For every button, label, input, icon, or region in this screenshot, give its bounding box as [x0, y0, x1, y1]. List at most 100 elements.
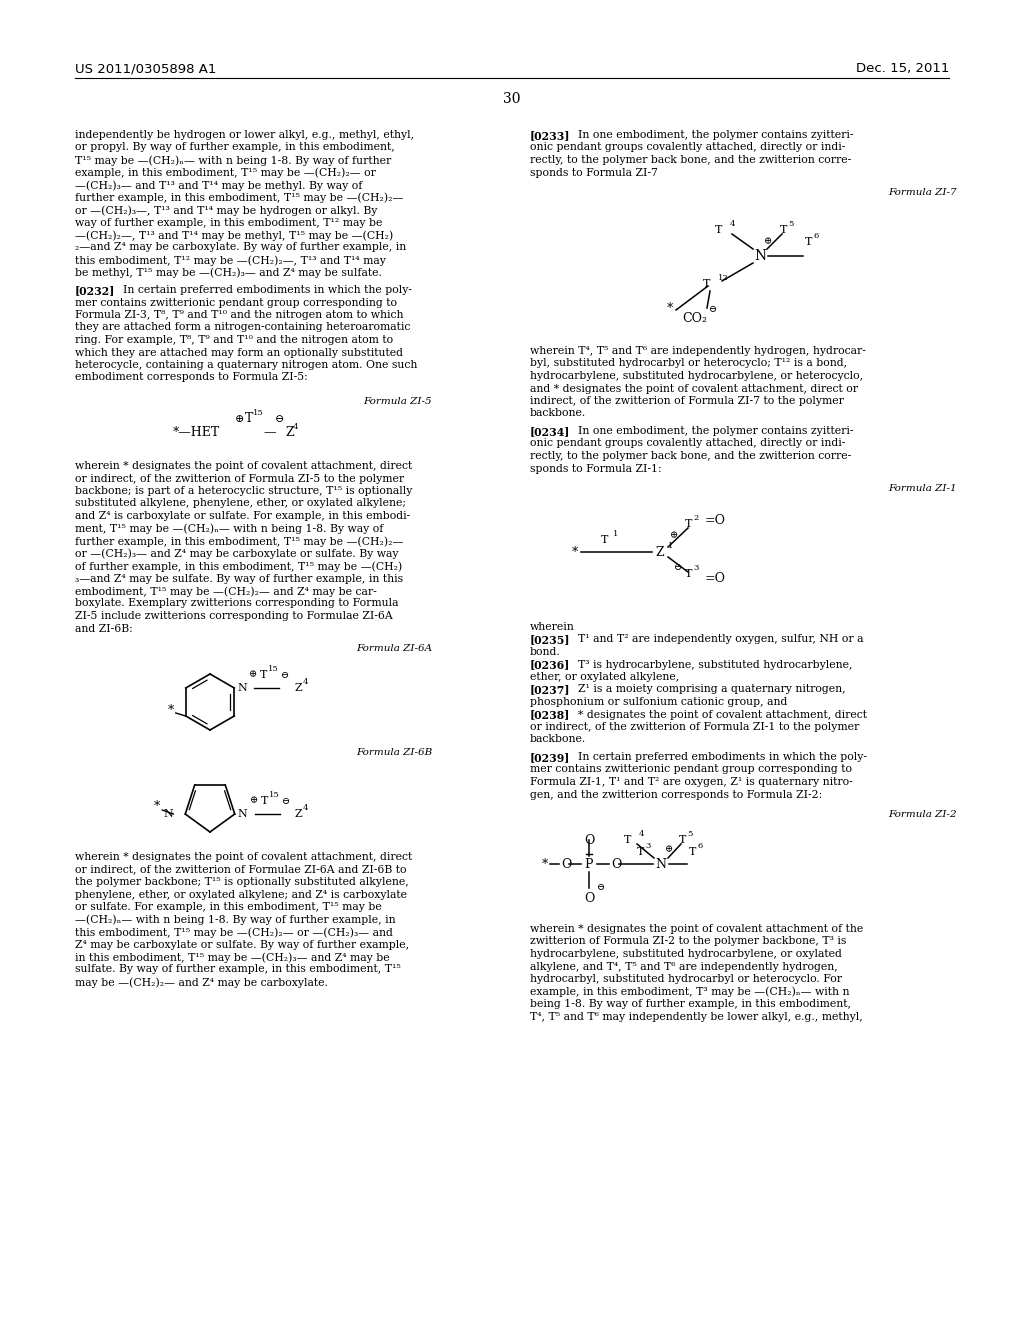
Text: heterocycle, containing a quaternary nitrogen atom. One such: heterocycle, containing a quaternary nit… [75, 360, 418, 370]
Text: they are attached form a nitrogen-containing heteroaromatic: they are attached form a nitrogen-contai… [75, 322, 411, 333]
Text: example, in this embodiment, T¹⁵ may be —(CH₂)₂— or: example, in this embodiment, T¹⁵ may be … [75, 168, 376, 178]
Text: ment, T¹⁵ may be —(CH₂)ₙ— with n being 1-8. By way of: ment, T¹⁵ may be —(CH₂)ₙ— with n being 1… [75, 524, 383, 535]
Text: In one embodiment, the polymer contains zyitteri-: In one embodiment, the polymer contains … [578, 129, 853, 140]
Text: O: O [561, 858, 571, 870]
Text: way of further example, in this embodiment, T¹² may be: way of further example, in this embodime… [75, 218, 382, 227]
Text: ⊖: ⊖ [282, 796, 290, 805]
Text: Z: Z [655, 545, 665, 558]
Text: —(CH₂)ₙ— with n being 1-8. By way of further example, in: —(CH₂)ₙ— with n being 1-8. By way of fur… [75, 915, 395, 925]
Text: wherein * designates the point of covalent attachment of the: wherein * designates the point of covale… [530, 924, 863, 935]
Text: T: T [245, 412, 253, 425]
Text: ⊖: ⊖ [282, 671, 290, 680]
Text: 30: 30 [503, 92, 521, 106]
Text: [0239]: [0239] [530, 752, 570, 763]
Text: O: O [584, 892, 594, 906]
Text: or indirect, of the zwitterion of Formula ZI-5 to the polymer: or indirect, of the zwitterion of Formul… [75, 474, 404, 483]
Text: ZI-5 include zwitterions corresponding to Formulae ZI-6A: ZI-5 include zwitterions corresponding t… [75, 611, 393, 620]
Text: bond.: bond. [530, 647, 561, 657]
Text: CO₂: CO₂ [683, 312, 708, 325]
Text: backbone.: backbone. [530, 408, 587, 418]
Text: 4: 4 [639, 830, 644, 838]
Text: sponds to Formula ZI-1:: sponds to Formula ZI-1: [530, 463, 662, 474]
Text: N: N [754, 249, 766, 263]
Text: Z⁴ may be carboxylate or sulfate. By way of further example,: Z⁴ may be carboxylate or sulfate. By way… [75, 940, 410, 949]
Text: T¹⁵ may be —(CH₂)ₙ— with n being 1-8. By way of further: T¹⁵ may be —(CH₂)ₙ— with n being 1-8. By… [75, 154, 391, 165]
Text: wherein * designates the point of covalent attachment, direct: wherein * designates the point of covale… [75, 461, 413, 471]
Text: phosphonium or sulfonium cationic group, and: phosphonium or sulfonium cationic group,… [530, 697, 787, 708]
Text: 1: 1 [668, 543, 674, 550]
Text: this embodiment, T¹⁵ may be —(CH₂)₂— or —(CH₂)₃— and: this embodiment, T¹⁵ may be —(CH₂)₂— or … [75, 927, 393, 937]
Text: alkylene, and T⁴, T⁵ and T⁶ are independently hydrogen,: alkylene, and T⁴, T⁵ and T⁶ are independ… [530, 961, 838, 972]
Text: mer contains zwitterionic pendant group corresponding to: mer contains zwitterionic pendant group … [75, 297, 397, 308]
Text: which they are attached may form an optionally substituted: which they are attached may form an opti… [75, 347, 403, 358]
Text: US 2011/0305898 A1: US 2011/0305898 A1 [75, 62, 216, 75]
Text: Formula ZI-7: Formula ZI-7 [889, 187, 957, 197]
Text: wherein T⁴, T⁵ and T⁶ are independently hydrogen, hydrocar-: wherein T⁴, T⁵ and T⁶ are independently … [530, 346, 866, 356]
Text: [0236]: [0236] [530, 660, 570, 671]
Text: In one embodiment, the polymer contains zyitteri-: In one embodiment, the polymer contains … [578, 426, 853, 436]
Text: ⊖: ⊖ [674, 564, 682, 573]
Text: 15: 15 [253, 409, 264, 417]
Text: mer contains zwitterionic pendant group corresponding to: mer contains zwitterionic pendant group … [530, 764, 852, 775]
Text: ₂—and Z⁴ may be carboxylate. By way of further example, in: ₂—and Z⁴ may be carboxylate. By way of f… [75, 243, 407, 252]
Text: of further example, in this embodiment, T¹⁵ may be —(CH₂): of further example, in this embodiment, … [75, 561, 402, 572]
Text: onic pendant groups covalently attached, directly or indi-: onic pendant groups covalently attached,… [530, 438, 846, 449]
Text: backbone; is part of a heterocyclic structure, T¹⁵ is optionally: backbone; is part of a heterocyclic stru… [75, 486, 413, 496]
Text: Formula ZI-5: Formula ZI-5 [364, 397, 432, 407]
Text: T: T [702, 279, 710, 289]
Text: T⁴, T⁵ and T⁶ may independently be lower alkyl, e.g., methyl,: T⁴, T⁵ and T⁶ may independently be lower… [530, 1011, 863, 1022]
Text: 6: 6 [813, 232, 818, 240]
Text: 4: 4 [302, 678, 308, 686]
Text: *: * [571, 545, 579, 558]
Text: ⊕: ⊕ [234, 414, 245, 424]
Text: 3: 3 [693, 564, 698, 572]
Text: ether, or oxylated alkylene,: ether, or oxylated alkylene, [530, 672, 679, 682]
Text: onic pendant groups covalently attached, directly or indi-: onic pendant groups covalently attached,… [530, 143, 846, 153]
Text: 1: 1 [613, 531, 618, 539]
Text: in this embodiment, T¹⁵ may be —(CH₂)₃— and Z⁴ may be: in this embodiment, T¹⁵ may be —(CH₂)₃— … [75, 952, 389, 962]
Text: further example, in this embodiment, T¹⁵ may be —(CH₂)₂—: further example, in this embodiment, T¹⁵… [75, 193, 403, 203]
Text: Formula ZI-6B: Formula ZI-6B [355, 748, 432, 756]
Text: or —(CH₂)₃— and Z⁴ may be carboxylate or sulfate. By way: or —(CH₂)₃— and Z⁴ may be carboxylate or… [75, 549, 398, 560]
Text: ⊖: ⊖ [275, 414, 285, 424]
Text: rectly, to the polymer back bone, and the zwitterion corre-: rectly, to the polymer back bone, and th… [530, 451, 851, 461]
Text: T: T [624, 836, 631, 845]
Text: [0237]: [0237] [530, 685, 570, 696]
Text: [0232]: [0232] [75, 285, 116, 296]
Text: —: — [263, 426, 275, 440]
Text: T: T [685, 569, 692, 579]
Text: *—HET: *—HET [173, 426, 220, 440]
Text: sponds to Formula ZI-7: sponds to Formula ZI-7 [530, 168, 657, 177]
Text: byl, substituted hydrocarbyl or heterocyclo; T¹² is a bond,: byl, substituted hydrocarbyl or heterocy… [530, 359, 847, 368]
Text: 15: 15 [268, 791, 280, 799]
Text: P: P [585, 858, 593, 870]
Text: embodiment corresponds to Formula ZI-5:: embodiment corresponds to Formula ZI-5: [75, 372, 308, 383]
Text: *: * [168, 704, 174, 717]
Text: rectly, to the polymer back bone, and the zwitterion corre-: rectly, to the polymer back bone, and th… [530, 154, 851, 165]
Text: and Z⁴ is carboxylate or sulfate. For example, in this embodi-: and Z⁴ is carboxylate or sulfate. For ex… [75, 511, 411, 521]
Text: ⊕: ⊕ [764, 238, 772, 247]
Text: Z: Z [285, 426, 294, 440]
Text: ⊕: ⊕ [250, 796, 258, 805]
Text: ⊕: ⊕ [665, 846, 673, 854]
Text: 2: 2 [693, 513, 698, 521]
Text: hydrocarbylene, substituted hydrocarbylene, or oxylated: hydrocarbylene, substituted hydrocarbyle… [530, 949, 842, 960]
Text: being 1-8. By way of further example, in this embodiment,: being 1-8. By way of further example, in… [530, 999, 851, 1008]
Text: or sulfate. For example, in this embodiment, T¹⁵ may be: or sulfate. For example, in this embodim… [75, 902, 382, 912]
Text: O: O [584, 834, 594, 847]
Text: boxylate. Exemplary zwitterions corresponding to Formula: boxylate. Exemplary zwitterions correspo… [75, 598, 398, 609]
Text: ₃—and Z⁴ may be sulfate. By way of further example, in this: ₃—and Z⁴ may be sulfate. By way of furth… [75, 573, 403, 583]
Text: and * designates the point of covalent attachment, direct or: and * designates the point of covalent a… [530, 384, 858, 393]
Text: wherein * designates the point of covalent attachment, direct: wherein * designates the point of covale… [75, 851, 413, 862]
Text: the polymer backbone; T¹⁵ is optionally substituted alkylene,: the polymer backbone; T¹⁵ is optionally … [75, 876, 409, 887]
Text: ⊕: ⊕ [249, 671, 257, 680]
Text: *: * [155, 800, 161, 813]
Text: =O: =O [705, 513, 726, 527]
Text: and ZI-6B:: and ZI-6B: [75, 623, 133, 634]
Text: ⊖: ⊖ [597, 883, 605, 892]
Text: indirect, of the zwitterion of Formula ZI-7 to the polymer: indirect, of the zwitterion of Formula Z… [530, 396, 844, 407]
Text: gen, and the zwitterion corresponds to Formula ZI-2:: gen, and the zwitterion corresponds to F… [530, 789, 822, 800]
Text: phenylene, ether, or oxylated alkylene; and Z⁴ is carboxylate: phenylene, ether, or oxylated alkylene; … [75, 890, 407, 899]
Text: Formula ZI-1: Formula ZI-1 [889, 484, 957, 492]
Text: —(CH₂)₃— and T¹³ and T¹⁴ may be methyl. By way of: —(CH₂)₃— and T¹³ and T¹⁴ may be methyl. … [75, 180, 362, 190]
